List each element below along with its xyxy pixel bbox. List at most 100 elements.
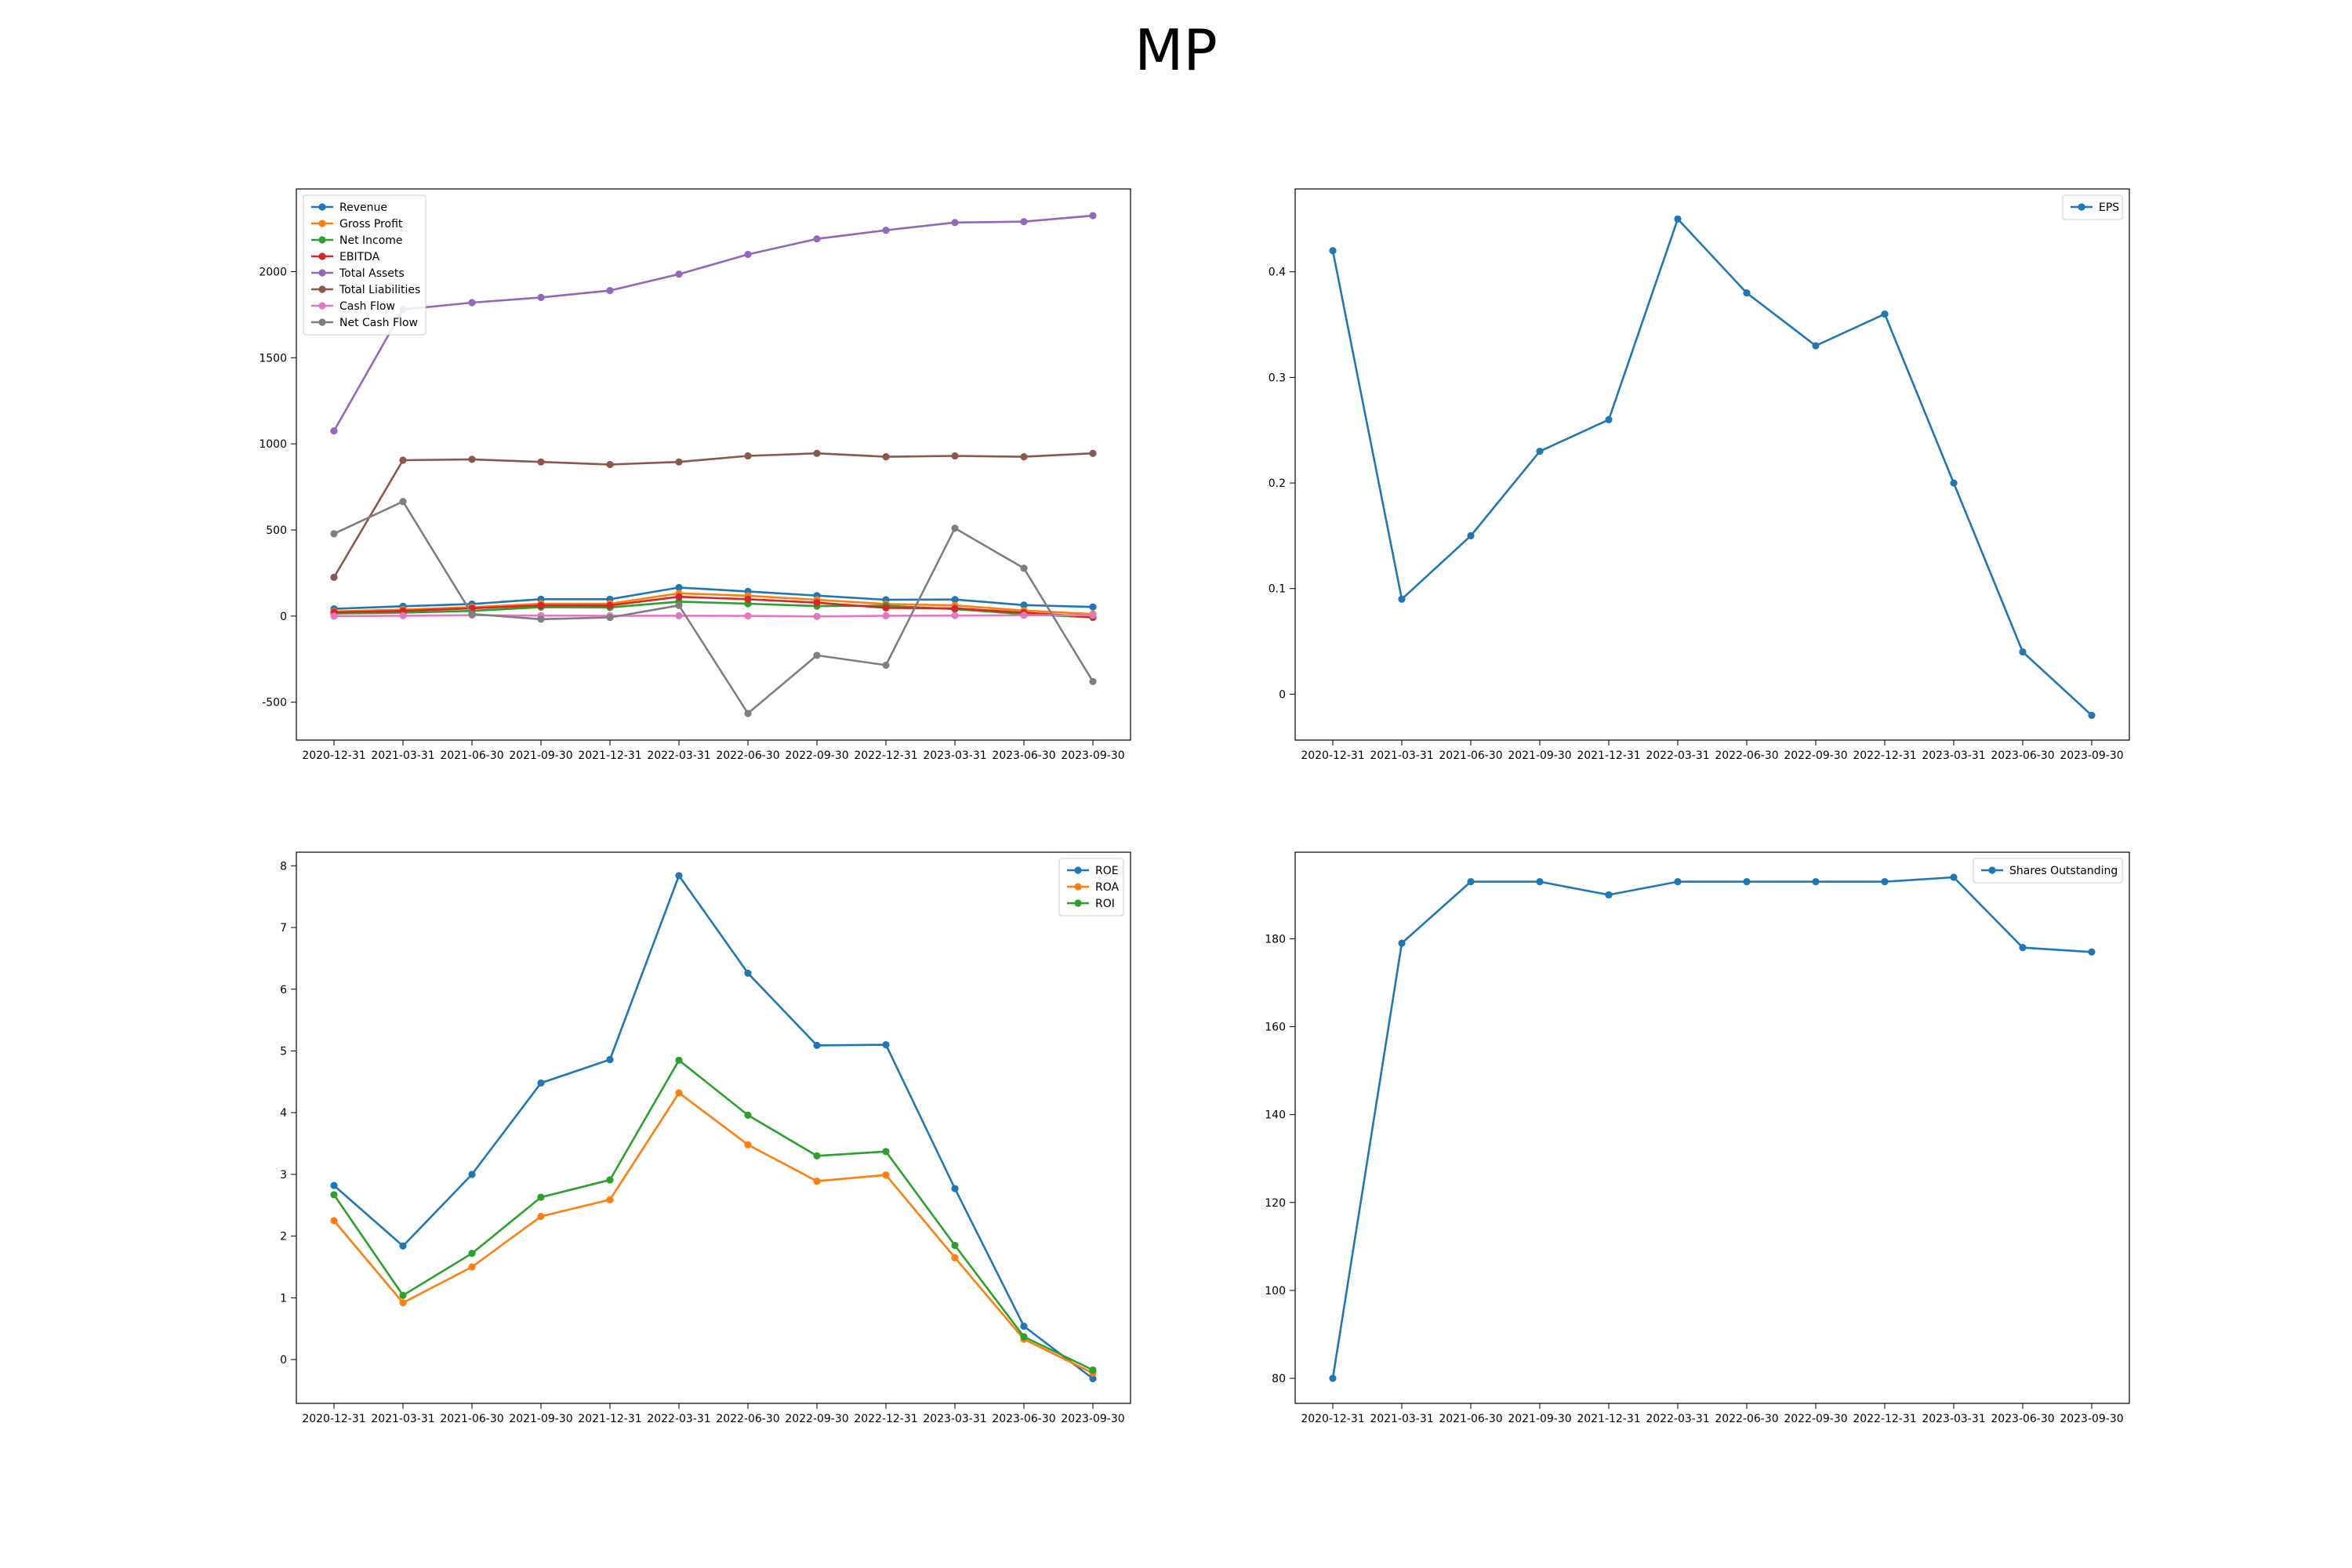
y-tick-label: 7 (280, 922, 287, 935)
data-point (1743, 877, 1751, 886)
data-point (951, 612, 959, 619)
x-tick-label: 2022-09-30 (1784, 1413, 1847, 1425)
data-point (330, 1217, 338, 1225)
data-point (1329, 247, 1337, 255)
y-tick-label: 0 (1279, 688, 1286, 701)
data-point (468, 456, 476, 463)
x-tick-label: 2021-06-30 (440, 1413, 503, 1425)
legend-marker (318, 269, 326, 277)
data-point (1812, 877, 1820, 886)
y-tick-label: -500 (262, 697, 287, 710)
y-tick-label: 100 (1265, 1285, 1286, 1298)
legend-label: Gross Profit (339, 218, 403, 230)
data-point (1020, 453, 1028, 461)
legend-marker (1074, 883, 1082, 891)
data-point (1950, 873, 1958, 881)
plot-frame (296, 851, 1131, 1404)
legend-box (1973, 858, 2123, 884)
data-point (1089, 449, 1097, 457)
legend-label: Total Liabilities (339, 284, 420, 296)
data-point (813, 612, 821, 620)
x-tick-label: 2021-09-30 (1508, 1413, 1571, 1425)
x-tick-label: 2022-03-31 (1646, 750, 1709, 762)
y-tick-label: 0.4 (1269, 267, 1286, 279)
legend-label: Shares Outstanding (2009, 865, 2118, 877)
series-line (332, 1059, 1094, 1371)
y-tick-label: 500 (266, 524, 287, 537)
y-tick-label: 1500 (259, 352, 287, 365)
x-tick-label: 2021-03-31 (371, 750, 434, 762)
data-point (882, 661, 890, 670)
data-point (606, 1055, 614, 1064)
x-tick-label: 2022-06-30 (716, 1413, 779, 1425)
x-tick-label: 2022-09-30 (785, 750, 848, 762)
data-point (399, 498, 407, 506)
x-tick-label: 2021-09-30 (1508, 750, 1571, 762)
data-point (813, 1177, 821, 1185)
x-tick-label: 2022-12-31 (854, 750, 917, 762)
data-point (1089, 612, 1097, 619)
x-tick-label: 2020-12-31 (1301, 750, 1364, 762)
data-point (1467, 532, 1475, 540)
data-point (2019, 944, 2027, 952)
x-tick-label: 2021-12-31 (1577, 750, 1640, 762)
data-point (675, 1056, 683, 1064)
x-tick-label: 2021-03-31 (1370, 750, 1433, 762)
y-tick-label: 6 (280, 984, 287, 996)
data-point (1812, 342, 1820, 350)
x-tick-label: 2022-12-31 (1853, 750, 1916, 762)
data-point (744, 710, 752, 717)
data-point (2019, 648, 2027, 656)
y-tick-label: 1 (280, 1292, 287, 1305)
x-tick-label: 2023-03-31 (923, 1413, 986, 1425)
data-point (1536, 877, 1544, 886)
data-point (882, 1148, 890, 1156)
x-tick-label: 2021-12-31 (578, 1413, 641, 1425)
x-tick-label: 2021-06-30 (1439, 750, 1502, 762)
x-tick-label: 2023-09-30 (2060, 1413, 2123, 1425)
y-tick-label: 0 (280, 1354, 287, 1367)
legend-label: ROI (1095, 898, 1115, 910)
data-point (1020, 564, 1028, 572)
data-point (675, 872, 683, 880)
data-point (1398, 595, 1406, 603)
data-point (399, 1242, 407, 1250)
data-point (606, 460, 614, 469)
data-point (468, 610, 476, 618)
data-point (468, 1171, 476, 1178)
data-point (813, 599, 821, 607)
data-point (399, 1291, 407, 1299)
data-point (744, 595, 752, 603)
data-point (2088, 711, 2096, 719)
data-point (468, 1263, 476, 1271)
data-point (330, 530, 338, 538)
data-point (882, 604, 890, 612)
data-point (1536, 448, 1544, 456)
data-point (606, 613, 614, 622)
data-point (813, 449, 821, 457)
data-point (951, 524, 959, 532)
data-point (744, 452, 752, 460)
data-point (813, 1041, 821, 1050)
data-point (744, 969, 752, 977)
data-point (675, 593, 683, 601)
x-tick-label: 2022-06-30 (1715, 750, 1778, 762)
x-tick-label: 2022-12-31 (1853, 1413, 1916, 1425)
x-tick-label: 2021-03-31 (1370, 1413, 1433, 1425)
returns-chart: 2020-12-31 2021-03-31 2021-06-30 2021-09-30… (280, 851, 1131, 1425)
x-tick-label: 2022-03-31 (647, 750, 710, 762)
y-tick-label: 2000 (259, 266, 287, 278)
series-line (332, 214, 1094, 432)
series-line (1331, 218, 2092, 717)
series-line (333, 874, 1094, 1380)
legend-label: Revenue (339, 201, 387, 214)
data-point (882, 612, 890, 619)
y-tick-label: 5 (280, 1045, 287, 1058)
legend-label: ROA (1095, 881, 1120, 894)
data-point (1089, 603, 1097, 611)
x-tick-label: 2021-06-30 (440, 750, 503, 762)
data-point (1950, 479, 1958, 487)
data-point (951, 596, 959, 604)
data-point (882, 1171, 890, 1179)
